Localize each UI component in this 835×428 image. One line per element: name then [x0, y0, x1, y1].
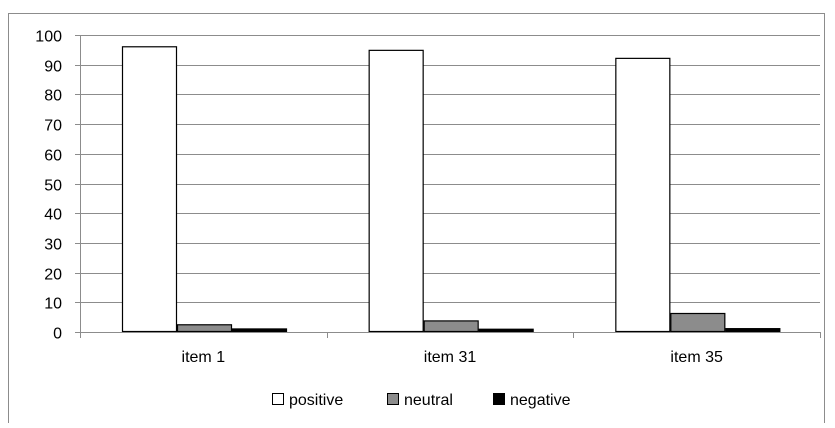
y-tick-label: 0 — [53, 326, 62, 343]
legend-label-neutral: neutral — [404, 392, 453, 409]
y-axis-ticks: 0 10 20 30 40 50 60 70 80 90 100 — [35, 29, 80, 343]
y-tick-label: 70 — [44, 118, 62, 135]
bar-negative-item-1 — [231, 328, 288, 333]
y-tick-label: 20 — [44, 267, 62, 284]
bar-neutral-item-35 — [670, 312, 726, 333]
bar-positive-item-35 — [615, 57, 671, 333]
y-tick-label: 90 — [44, 59, 62, 76]
x-tick-label: item 35 — [670, 349, 723, 366]
y-tick-label: 40 — [44, 207, 62, 224]
y-tick-label: 60 — [44, 148, 62, 165]
y-tick-label: 100 — [35, 29, 62, 46]
x-axis-ticks: item 1 item 31 item 35 — [80, 332, 821, 366]
bar-positive-item-1 — [121, 46, 178, 333]
legend-label-negative: negative — [510, 392, 571, 409]
y-tick-label: 50 — [44, 178, 62, 195]
legend: positive neutral negative — [272, 392, 571, 409]
bar-neutral-item-31 — [423, 320, 479, 333]
legend-swatch-positive — [272, 393, 284, 405]
y-tick-label: 80 — [44, 88, 62, 105]
axes — [80, 35, 820, 333]
gridlines — [80, 35, 820, 303]
x-tick-label: item 1 — [182, 349, 226, 366]
bars — [121, 46, 781, 333]
x-tick-label: item 31 — [424, 349, 477, 366]
legend-label-positive: positive — [289, 392, 343, 409]
legend-swatch-neutral — [387, 393, 399, 405]
y-tick-label: 10 — [44, 296, 62, 313]
bar-positive-item-31 — [368, 49, 424, 333]
bar-negative-item-35 — [725, 328, 781, 333]
legend-swatch-negative — [493, 393, 505, 405]
bar-negative-item-31 — [478, 328, 534, 333]
bar-neutral-item-1 — [176, 324, 233, 333]
y-tick-label: 30 — [44, 237, 62, 254]
